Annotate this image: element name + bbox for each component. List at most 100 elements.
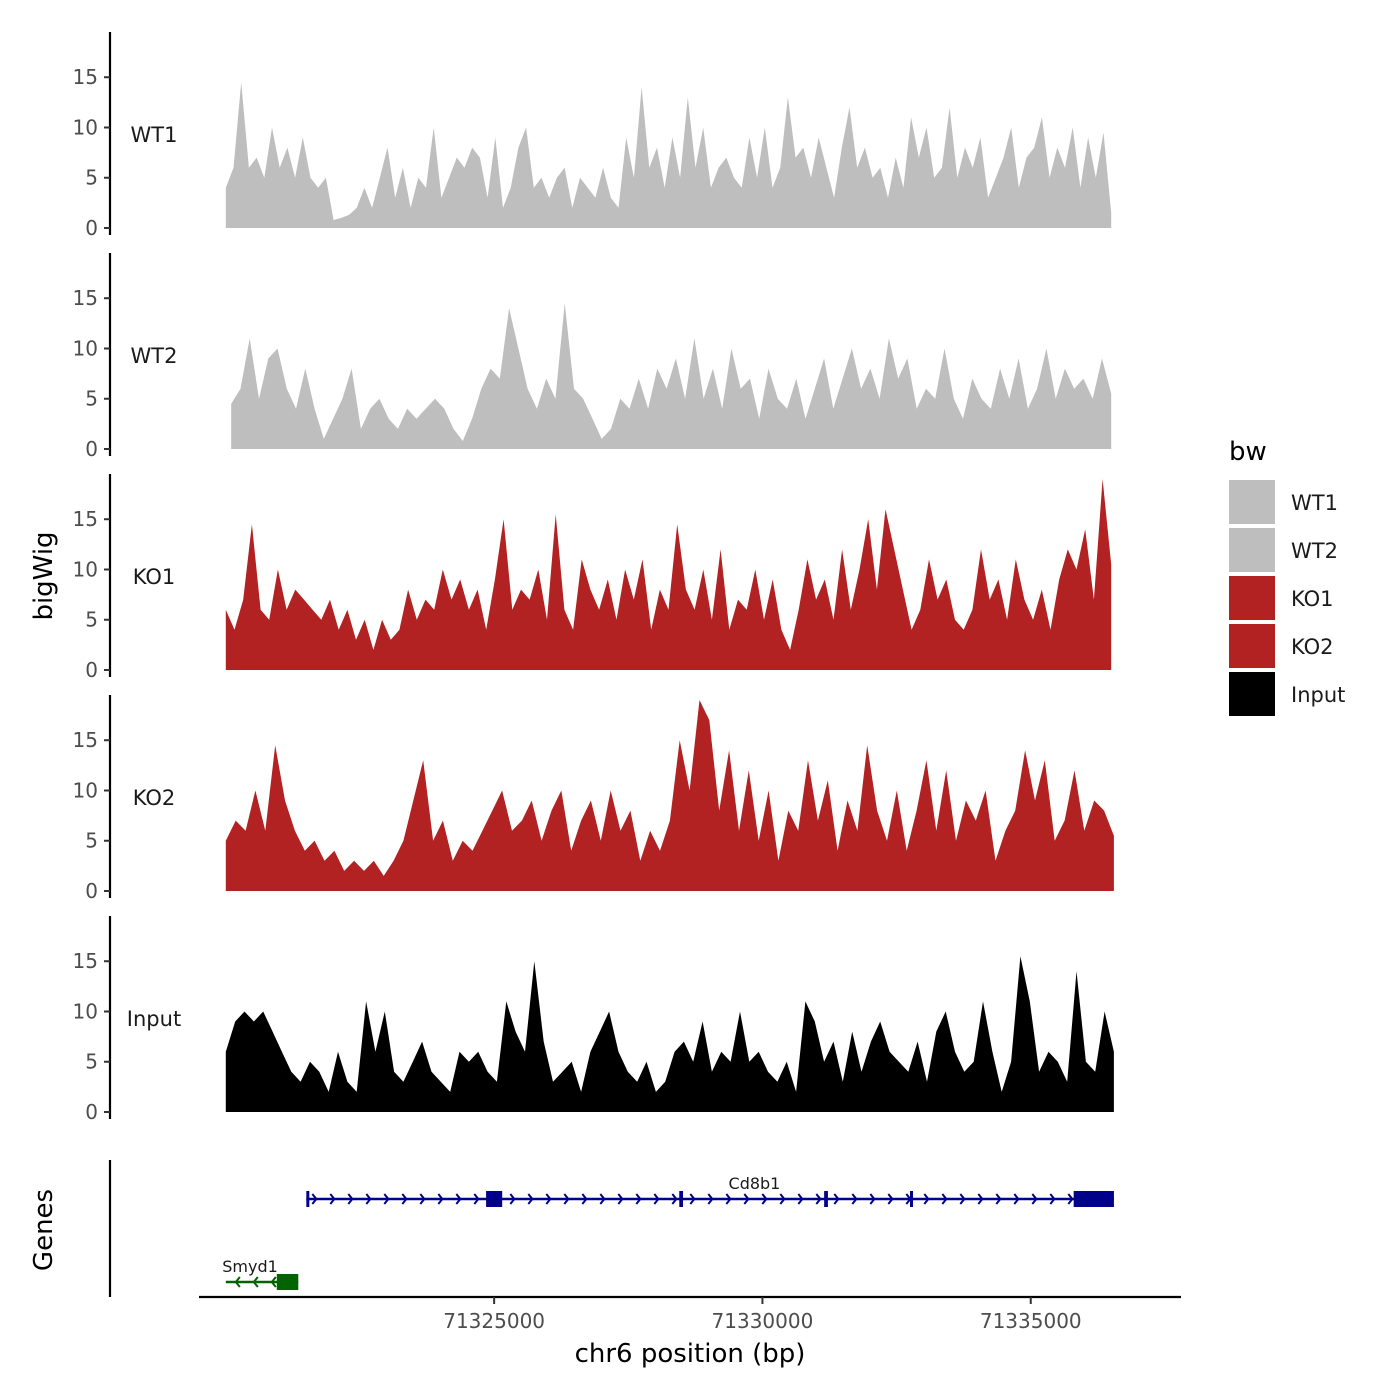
- strand-arrow: [851, 1193, 858, 1205]
- y-tick-label: 10: [73, 778, 98, 802]
- exon: [276, 1274, 299, 1290]
- y-tick-label: 5: [85, 1050, 98, 1074]
- legend-label-ko1: KO1: [1291, 587, 1334, 611]
- strand-arrow: [977, 1193, 984, 1205]
- track-label-input: Input: [127, 1007, 181, 1031]
- tracks-group: 0 5 10 15 WT1 0 5 10 15 WT2 0 5 10 15 KO1 0 5 10 15 KO2 0 5 10…: [73, 32, 1114, 1124]
- strand-arrow: [599, 1193, 606, 1205]
- exon: [486, 1191, 503, 1207]
- strand-arrow: [329, 1193, 336, 1205]
- strand-arrow: [959, 1193, 966, 1205]
- y-tick-label: 5: [85, 608, 98, 632]
- gene-cd8b1: Cd8b1: [306, 1174, 1114, 1207]
- strand-arrow: [419, 1193, 426, 1205]
- exon: [1073, 1191, 1114, 1207]
- gene-label-cd8b1: Cd8b1: [729, 1174, 781, 1193]
- strand-arrow: [671, 1193, 678, 1205]
- strand-arrow: [653, 1193, 660, 1205]
- legend-label-wt2: WT2: [1291, 539, 1338, 563]
- gene-label-smyd1: Smyd1: [222, 1257, 278, 1276]
- y-tick-label: 0: [85, 437, 98, 461]
- y-tick-label: 0: [85, 216, 98, 240]
- x-tick-label: 71330000: [712, 1309, 814, 1333]
- strand-arrow: [383, 1193, 390, 1205]
- x-axis-title: chr6 position (bp): [575, 1339, 806, 1369]
- strand-arrow: [725, 1193, 732, 1205]
- y-tick-label: 15: [73, 65, 98, 89]
- track-input: 0 5 10 15 Input: [73, 916, 1114, 1124]
- track-ko1: 0 5 10 15 KO1: [73, 474, 1112, 682]
- y-axis-title: bigWig: [29, 531, 59, 620]
- y-tick-label: 10: [73, 115, 98, 139]
- legend-key-ko1: [1229, 576, 1275, 620]
- strand-arrow: [743, 1193, 750, 1205]
- x-tick-label: 71335000: [980, 1309, 1082, 1333]
- genes-group: Cd8b1 Smyd1: [108, 1160, 1114, 1297]
- legend-key-ko2: [1229, 624, 1275, 668]
- y-tick-label: 15: [73, 507, 98, 531]
- strand-arrow: [347, 1193, 354, 1205]
- strand-arrow: [995, 1193, 1002, 1205]
- strand-arrow: [887, 1193, 894, 1205]
- legend-label-wt1: WT1: [1291, 491, 1338, 515]
- genes-axis-title: Genes: [29, 1189, 59, 1271]
- strand-arrow: [437, 1193, 444, 1205]
- x-tick-label: 71325000: [443, 1309, 545, 1333]
- y-tick-label: 10: [73, 336, 98, 360]
- track-wt2: 0 5 10 15 WT2: [73, 253, 1112, 461]
- area-wt2: [231, 303, 1112, 449]
- strand-arrow: [365, 1193, 372, 1205]
- strand-arrow: [234, 1276, 241, 1288]
- y-tick-label: 0: [85, 658, 98, 682]
- strand-arrow: [635, 1193, 642, 1205]
- strand-arrow: [833, 1193, 840, 1205]
- strand-arrow: [527, 1193, 534, 1205]
- strand-arrow: [761, 1193, 768, 1205]
- legend-label-input: Input: [1291, 683, 1345, 707]
- strand-arrow: [252, 1276, 259, 1288]
- exon: [679, 1191, 684, 1207]
- strand-arrow: [509, 1193, 516, 1205]
- legend: WT1 WT2 KO1 KO2 Input: [1229, 480, 1345, 716]
- strand-arrow: [869, 1193, 876, 1205]
- x-axis: 71325000 71330000 71335000: [199, 1295, 1181, 1333]
- strand-arrow: [1031, 1193, 1038, 1205]
- exon: [824, 1191, 828, 1207]
- strand-arrow: [1067, 1193, 1074, 1205]
- strand-arrow: [581, 1193, 588, 1205]
- strand-arrow: [923, 1193, 930, 1205]
- area-wt1: [225, 82, 1112, 228]
- legend-key-wt1: [1229, 480, 1275, 524]
- y-tick-label: 5: [85, 166, 98, 190]
- legend-label-ko2: KO2: [1291, 635, 1334, 659]
- y-tick-label: 15: [73, 949, 98, 973]
- y-tick-label: 0: [85, 1100, 98, 1124]
- strand-arrow: [617, 1193, 624, 1205]
- track-wt1: 0 5 10 15 WT1: [73, 32, 1112, 240]
- strand-arrow: [689, 1193, 696, 1205]
- strand-arrow: [455, 1193, 462, 1205]
- strand-arrow: [779, 1193, 786, 1205]
- legend-title: bw: [1229, 437, 1267, 467]
- track-ko2: 0 5 10 15 KO2: [73, 695, 1114, 903]
- y-tick-label: 5: [85, 829, 98, 853]
- strand-arrow: [707, 1193, 714, 1205]
- y-tick-label: 0: [85, 879, 98, 903]
- strand-arrow: [797, 1193, 804, 1205]
- strand-arrow: [1049, 1193, 1056, 1205]
- track-label-ko1: KO1: [133, 565, 176, 589]
- strand-arrow: [941, 1193, 948, 1205]
- strand-arrow: [473, 1193, 480, 1205]
- exon: [306, 1191, 310, 1207]
- legend-key-input: [1229, 672, 1275, 716]
- area-ko1: [225, 479, 1112, 670]
- legend-key-wt2: [1229, 528, 1275, 572]
- y-tick-label: 5: [85, 387, 98, 411]
- strand-arrow: [563, 1193, 570, 1205]
- exon: [910, 1191, 914, 1207]
- strand-arrow: [545, 1193, 552, 1205]
- track-label-wt2: WT2: [131, 344, 178, 368]
- strand-arrow: [815, 1193, 822, 1205]
- strand-arrow: [401, 1193, 408, 1205]
